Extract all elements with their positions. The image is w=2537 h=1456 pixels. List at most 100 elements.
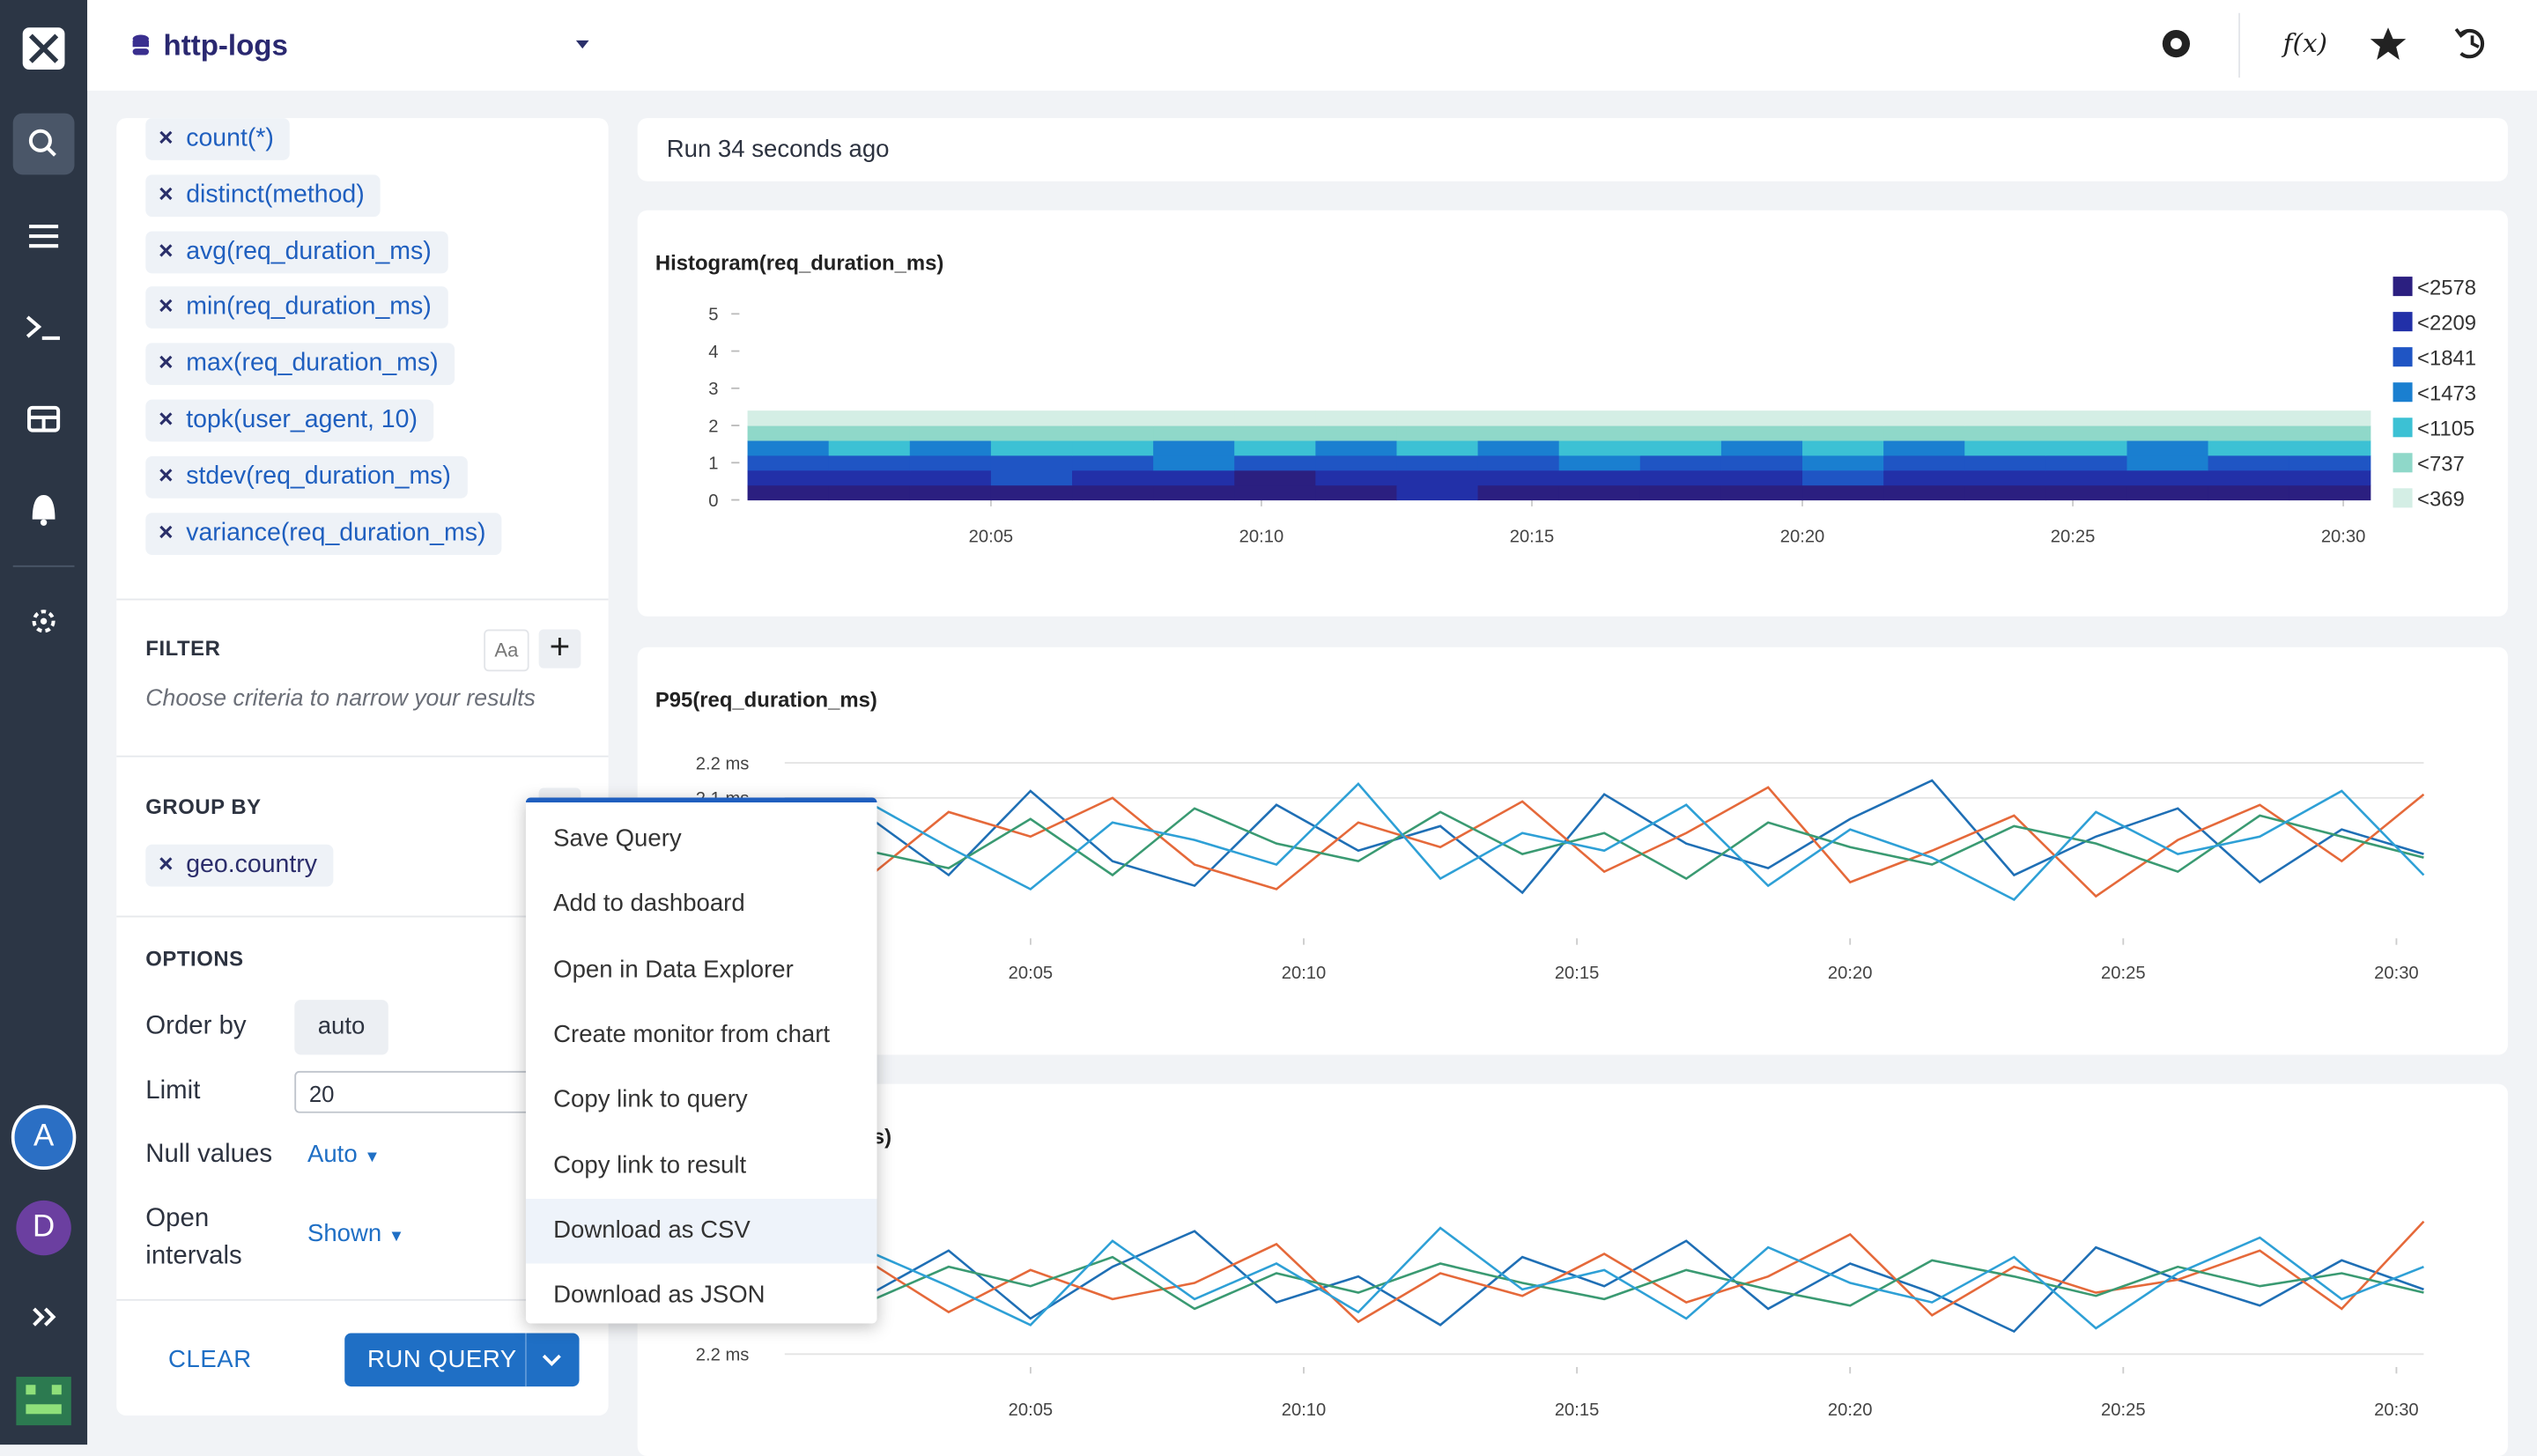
heat-cell [1234,440,1316,456]
heat-cell [2045,440,2128,456]
menu-item[interactable]: Copy link to query [553,1085,748,1114]
list-nav[interactable] [29,225,59,248]
x-tick-label: 20:10 [1282,964,1327,983]
console-nav[interactable] [26,315,60,340]
aggregation-text: variance(req_duration_ms) [186,518,486,547]
aggregation-chip[interactable]: × stdev(req_duration_ms) [145,455,468,499]
legend-swatch [2393,488,2413,508]
heat-cell [828,425,911,441]
group-text: geo.country [186,851,317,879]
group-chip[interactable]: × geo.country [145,844,334,887]
remove-icon[interactable]: × [158,350,174,378]
alerts-nav[interactable] [32,495,55,520]
heat-cell [747,410,830,426]
heat-cell [1234,410,1316,426]
heat-cell [909,425,992,441]
expand[interactable] [33,1307,56,1327]
y-tick-label: 2.2 ms [696,1346,750,1365]
x-tick-label: 20:05 [969,527,1014,546]
heat-cell [2289,484,2371,501]
menu-item[interactable]: Add to dashboard [553,890,745,918]
dataset-caret[interactable] [575,40,589,49]
menu-item[interactable]: Download as CSV [525,1198,877,1264]
aggregation-chip[interactable]: × avg(req_duration_ms) [145,230,448,273]
heat-cell [1234,455,1316,471]
y-tick-label: 0 [708,491,718,511]
add-filter[interactable]: + [538,629,581,669]
heat-cell [2045,484,2128,501]
team-icon[interactable] [16,1377,71,1426]
aggregation-chip[interactable]: × distinct(method) [145,174,381,217]
aggregation-chip[interactable]: × topk(user_agent, 10) [145,399,434,442]
menu-item[interactable]: Copy link to result [553,1150,747,1179]
legend-swatch [2393,382,2413,403]
heat-cell [1234,469,1316,486]
heat-cell [1234,425,1316,441]
heat-cell [1396,469,1479,486]
remove-icon[interactable]: × [158,181,174,209]
options-label: OPTIONS [145,946,244,972]
heat-cell [1720,455,1803,471]
heat-cell [828,440,911,456]
order-by-select[interactable]: auto [294,1000,388,1055]
open-intervals-label: Open intervals [145,1205,242,1270]
case-toggle[interactable]: Aa [484,629,529,672]
y-tick-label: 2 [708,417,718,436]
aggregation-chip[interactable]: × variance(req_duration_ms) [145,512,502,555]
avatar-a[interactable] [11,1105,77,1170]
open-intervals-select[interactable]: Shown ▼ [307,1219,405,1248]
limit-label: Limit [145,1077,201,1105]
aggregation-chip[interactable]: × min(req_duration_ms) [145,286,448,329]
remove-icon[interactable]: × [158,406,174,434]
avatar-d[interactable] [16,1200,71,1256]
order-by-label: Order by [145,1012,247,1041]
heat-cell [990,455,1073,471]
heat-cell [2208,469,2290,486]
x-tick-label: 20:20 [1828,1401,1873,1420]
aggregation-chip[interactable]: × count(*) [145,118,291,160]
clear-button[interactable]: CLEAR [168,1346,252,1374]
heat-cell [1802,455,1884,471]
heat-cell [2208,484,2290,501]
heat-cell [1883,425,1965,441]
x-tick-label: 20:20 [1828,964,1873,983]
legend-swatch [2393,453,2413,473]
heat-cell [1802,425,1884,441]
aggregation-chip[interactable]: × max(req_duration_ms) [145,343,455,386]
series-line [784,1230,2424,1334]
heat-cell [828,410,911,426]
heat-cell [1558,425,1641,441]
menu-item[interactable]: Save Query [553,824,682,853]
history-icon[interactable] [2459,28,2485,59]
legend-label: <1841 [2417,346,2476,370]
limit-input[interactable]: 20 [294,1070,554,1113]
formula-button[interactable]: f(x) [2282,27,2328,59]
star-icon[interactable] [2370,27,2407,60]
legend-swatch [2393,347,2413,367]
menu-item[interactable]: Create monitor from chart [553,1020,831,1049]
run-options[interactable] [524,1333,579,1387]
database-icon [132,34,149,55]
x-tick-label: 20:25 [2101,964,2146,983]
menu-item[interactable]: Open in Data Explorer [553,955,794,983]
heat-cell [1477,469,1560,486]
search-nav[interactable] [12,113,75,175]
remove-icon[interactable]: × [158,237,174,265]
null-values-select[interactable]: Auto ▼ [307,1140,381,1169]
remove-icon[interactable]: × [158,293,174,322]
legend-label: <737 [2417,452,2465,476]
dataset-title[interactable]: http-logs [163,29,288,62]
remove-icon[interactable]: × [158,124,174,152]
x-tick-label: 20:30 [2374,1401,2419,1420]
heat-cell [1883,484,1965,501]
heat-cell [990,469,1073,486]
heat-cell [1883,410,1965,426]
menu-item[interactable]: Download as JSON [553,1281,766,1310]
heat-cell [2126,469,2209,486]
chart-title: P95(req_duration_ms) [655,689,877,713]
heat-cell [1396,484,1479,501]
remove-icon[interactable]: × [158,462,174,491]
run-query-button[interactable] [344,1333,580,1387]
remove-icon[interactable]: × [158,518,174,547]
